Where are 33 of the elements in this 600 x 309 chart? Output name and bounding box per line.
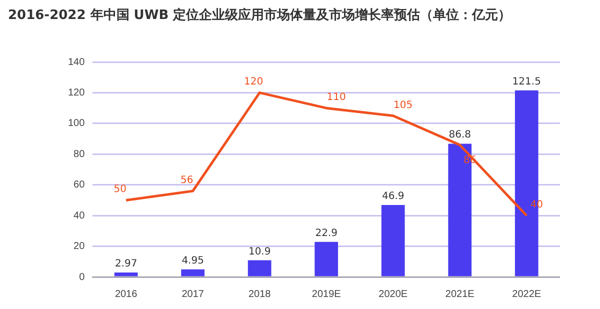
x-tick-label: 2017 — [182, 288, 204, 300]
data-label: 2.97 — [114, 258, 138, 270]
data-label: 56 — [180, 175, 194, 186]
x-tick-label: 2021E — [445, 288, 475, 300]
data-label: 22.9 — [315, 228, 338, 239]
data-label: 86.8 — [448, 130, 471, 141]
bar — [181, 269, 205, 276]
y-tick-label: 100 — [68, 118, 86, 130]
y-tick-label: 120 — [68, 87, 86, 98]
bar — [248, 260, 272, 276]
y-tick-label: 80 — [74, 148, 86, 160]
data-label: 10.9 — [248, 246, 271, 258]
bar — [314, 242, 338, 276]
data-label: 50 — [114, 184, 126, 196]
x-tick-label: 2018 — [248, 288, 272, 300]
x-tick-label: 2020E — [378, 288, 408, 300]
x-tick-label: 2022E — [512, 288, 542, 300]
x-tick-label: 2019E — [312, 288, 342, 300]
data-label: 46.9 — [382, 190, 404, 202]
y-tick-label: 0 — [79, 272, 86, 283]
x-tick-label: 2016 — [114, 288, 138, 300]
y-tick-label: 140 — [68, 56, 86, 68]
data-label: 120 — [244, 76, 264, 88]
y-tick-label: 60 — [74, 180, 86, 191]
chart-title: 2016-2022 年中国 UWB 定位企业级应用市场体量及市场增长率预估（单位：亿元） — [8, 6, 512, 24]
data-label: 110 — [326, 92, 346, 104]
y-tick-label: 20 — [74, 241, 86, 252]
y-tick-label: 40 — [74, 210, 86, 222]
bar — [381, 204, 405, 276]
data-label: 4.95 — [182, 255, 204, 266]
bar — [114, 272, 138, 276]
data-label: 105 — [394, 100, 413, 111]
data-label: 121.5 — [512, 76, 541, 88]
